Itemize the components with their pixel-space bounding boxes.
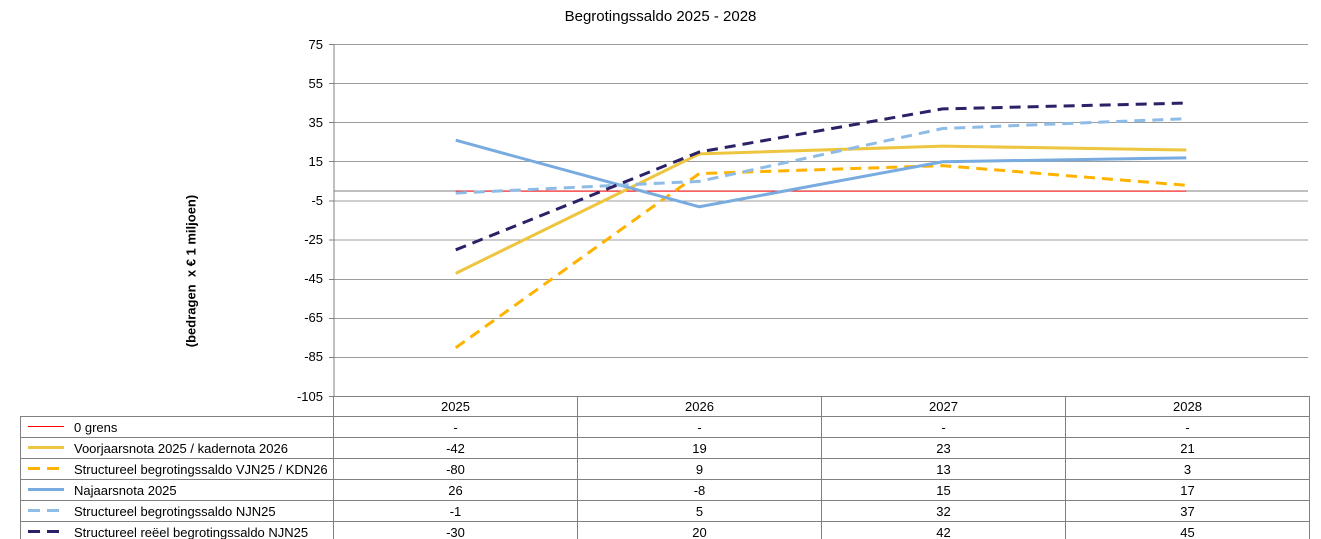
table-header-row: 2025 2026 2027 2028 <box>21 396 1310 417</box>
series-line <box>454 164 1187 349</box>
y-tick-label: 15 <box>308 153 323 169</box>
legend-label: Voorjaarsnota 2025 / kadernota 2026 <box>74 441 288 457</box>
legend-cell: Structureel begrotingssaldo NJN25 <box>20 500 334 523</box>
series-marker-line <box>28 446 64 450</box>
value-cell: -30 <box>333 521 578 539</box>
series-marker-line <box>28 426 64 428</box>
value-cell: -1 <box>333 500 578 523</box>
table-row: 0 grens - - - - <box>20 415 1310 439</box>
series-line <box>455 138 1187 209</box>
value-cell: - <box>1065 415 1310 439</box>
y-tick-label: -85 <box>304 349 323 365</box>
data-table: 2025 2026 2027 2028 0 grens - - - - Voorjaarsnota… <box>20 396 1310 539</box>
legend-label: Structureel begrotingssaldo NJN25 <box>74 504 276 520</box>
y-tick-label: -5 <box>311 192 323 208</box>
legend-label: Najaarsnota 2025 <box>74 483 177 499</box>
value-cell: 45 <box>1065 521 1310 539</box>
year-header: 2027 <box>821 396 1066 417</box>
legend-label: 0 grens <box>74 420 118 436</box>
y-tick-label: -45 <box>304 271 323 287</box>
year-header: 2026 <box>577 396 822 417</box>
value-cell: 23 <box>821 437 1066 460</box>
legend-cell: Structureel begrotingssaldo VJN25 / KDN2… <box>20 458 334 481</box>
value-cell: 19 <box>577 437 822 460</box>
value-cell: 42 <box>821 521 1066 539</box>
y-tick-label: -25 <box>304 232 323 248</box>
value-cell: 9 <box>577 458 822 481</box>
legend-cell: 0 grens <box>20 415 334 439</box>
plot-area <box>328 43 1308 398</box>
series-line <box>455 144 1187 275</box>
table-row: Structureel reëel begrotingssaldo NJN25 -… <box>20 521 1310 539</box>
value-cell: 15 <box>821 479 1066 502</box>
table-row: Structureel begrotingssaldo NJN25 -1 5 32 37 <box>20 500 1310 523</box>
value-cell: - <box>821 415 1066 439</box>
table-row: Najaarsnota 2025 26 -8 15 17 <box>20 479 1310 502</box>
legend-label: Structureel begrotingssaldo VJN25 / KDN2… <box>74 462 328 478</box>
value-cell: 3 <box>1065 458 1310 481</box>
legend-cell: Structureel reëel begrotingssaldo NJN25 <box>20 521 334 539</box>
series-line <box>455 101 1187 252</box>
value-cell: -80 <box>333 458 578 481</box>
value-cell: - <box>577 415 822 439</box>
chart-title: Begrotingssaldo 2025 - 2028 <box>564 8 757 25</box>
table-row: Structureel begrotingssaldo VJN25 / KDN2… <box>20 458 1310 481</box>
y-tick-label: 35 <box>308 114 323 130</box>
year-header: 2028 <box>1065 396 1310 417</box>
legend-cell: Voorjaarsnota 2025 / kadernota 2026 <box>20 437 334 460</box>
value-cell: -42 <box>333 437 578 460</box>
value-cell: 13 <box>821 458 1066 481</box>
value-cell: 20 <box>577 521 822 539</box>
y-tick-label: 55 <box>308 75 323 91</box>
legend-label: Structureel reëel begrotingssaldo NJN25 <box>74 525 309 539</box>
value-cell: 26 <box>333 479 578 502</box>
value-cell: 21 <box>1065 437 1310 460</box>
value-cell: -8 <box>577 479 822 502</box>
value-cell: 5 <box>577 500 822 523</box>
series-marker-line <box>28 509 64 513</box>
y-axis-title: (bedragen x € 1 miljoen) <box>183 194 199 348</box>
series-marker-line <box>28 467 64 471</box>
series-line <box>455 117 1187 195</box>
year-header: 2025 <box>333 396 578 417</box>
y-tick-label: -105 <box>296 388 323 404</box>
y-tick-label: -65 <box>304 310 323 326</box>
legend-cell: Najaarsnota 2025 <box>20 479 334 502</box>
value-cell: - <box>333 415 578 439</box>
value-cell: 17 <box>1065 479 1310 502</box>
series-marker-line <box>28 530 64 534</box>
table-row: Voorjaarsnota 2025 / kadernota 2026 -42 19… <box>20 437 1310 460</box>
value-cell: 32 <box>821 500 1066 523</box>
table-corner-cell <box>21 397 334 417</box>
series-marker-line <box>28 488 64 492</box>
y-tick-label: 75 <box>308 36 323 52</box>
value-cell: 37 <box>1065 500 1310 523</box>
